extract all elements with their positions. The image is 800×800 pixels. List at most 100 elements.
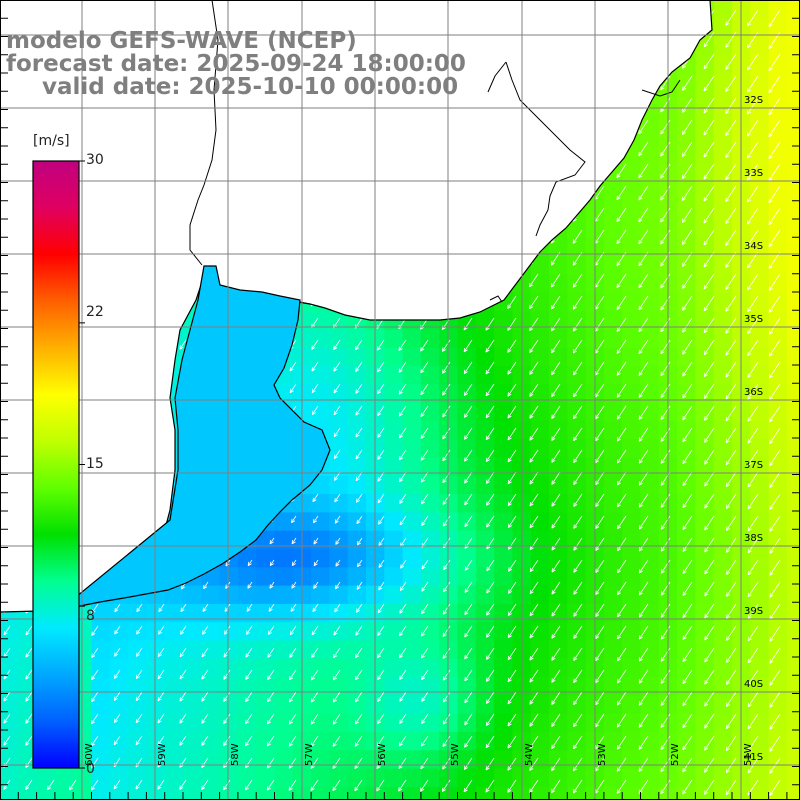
wind-cell	[201, 658, 221, 678]
wind-cell	[91, 677, 111, 696]
wind-cell	[457, 768, 477, 788]
wind-cell	[677, 768, 696, 788]
wind-cell	[402, 603, 422, 623]
wind-arrow	[725, 317, 737, 334]
wind-cell	[786, 91, 800, 111]
wind-cell	[622, 347, 641, 367]
wind-arrow	[725, 163, 737, 181]
wind-cell	[622, 530, 641, 550]
wind-arrow	[311, 339, 319, 350]
wind-cell	[475, 603, 495, 623]
wind-cell	[549, 768, 568, 788]
wind-cell	[768, 658, 788, 678]
wind-cell	[329, 768, 349, 788]
wind-cell	[146, 713, 166, 733]
wind-cell	[622, 677, 641, 696]
wind-cell	[237, 677, 257, 696]
wind-cell	[439, 603, 458, 623]
wind-cell	[164, 786, 184, 800]
wind-cell	[402, 457, 422, 477]
wind-cell	[494, 311, 513, 330]
wind-arrow	[703, 97, 715, 114]
wind-cell	[750, 347, 770, 367]
wind-cell	[603, 640, 623, 660]
wind-cell	[567, 750, 587, 770]
wind-cell	[457, 658, 477, 678]
wind-cell	[768, 54, 788, 74]
wind-cell	[183, 695, 202, 715]
wind-cell	[347, 549, 367, 568]
wind-cell	[530, 420, 550, 440]
wind-cell	[475, 457, 495, 477]
wind-cell	[786, 549, 800, 568]
wind-cell	[677, 713, 696, 733]
wind-cell	[768, 384, 788, 404]
wind-cell	[750, 457, 770, 477]
wind-cell	[475, 475, 495, 495]
wind-cell	[475, 420, 495, 440]
wind-cell	[603, 402, 623, 422]
wind-cell	[640, 402, 660, 422]
wind-cell	[567, 677, 587, 696]
wind-cell	[530, 640, 550, 660]
wind-cell	[640, 457, 660, 477]
wind-cell	[128, 622, 147, 641]
wind-cell	[786, 768, 800, 788]
wind-cell	[567, 274, 587, 294]
wind-arrow	[681, 141, 693, 157]
wind-cell	[695, 567, 715, 587]
wind-cell	[713, 109, 733, 129]
wind-cell	[750, 18, 770, 38]
wind-arrow	[551, 383, 561, 398]
wind-cell	[640, 219, 660, 239]
wind-cell	[768, 329, 788, 349]
wind-cell	[420, 420, 440, 440]
wind-cell	[311, 347, 330, 367]
wind-cell	[183, 585, 202, 605]
wind-arrow	[638, 339, 649, 355]
wind-cell	[786, 585, 800, 605]
wind-cell	[402, 750, 422, 770]
wind-cell	[677, 347, 696, 367]
wind-cell	[457, 475, 477, 495]
wind-arrow	[441, 317, 451, 331]
wind-cell	[347, 622, 367, 641]
wind-cell	[750, 311, 770, 330]
wind-cell	[603, 530, 623, 550]
wind-cell	[494, 603, 513, 623]
wind-cell	[18, 768, 38, 788]
wind-cell	[329, 603, 349, 623]
wind-cell	[640, 530, 660, 550]
wind-cell	[91, 640, 111, 660]
wind-cell	[603, 786, 623, 800]
wind-cell	[750, 329, 770, 349]
wind-cell	[530, 256, 550, 275]
wind-arrow	[398, 383, 407, 395]
wind-arrow	[746, 141, 759, 159]
wind-arrow	[529, 339, 539, 353]
wind-cell	[347, 347, 367, 367]
wind-cell	[311, 732, 330, 751]
wind-cell	[91, 732, 111, 751]
wind-cell	[439, 549, 458, 568]
wind-cell	[768, 366, 788, 385]
wind-cell	[695, 109, 715, 129]
wind-arrow	[638, 163, 649, 179]
wind-cell	[18, 622, 38, 641]
wind-cell	[677, 677, 696, 696]
wind-cell	[622, 786, 641, 800]
wind-cell	[384, 640, 404, 660]
wind-cell	[695, 512, 715, 532]
wind-arrow	[747, 383, 759, 400]
wind-cell	[603, 329, 623, 349]
wind-cell	[274, 622, 294, 641]
wind-arrow	[703, 361, 715, 377]
wind-cell	[457, 622, 477, 641]
wind-cell	[494, 420, 513, 440]
wind-cell	[713, 366, 733, 385]
wind-cell	[420, 658, 440, 678]
wind-arrow	[377, 383, 385, 395]
longitude-label: 52W	[670, 743, 681, 766]
wind-cell	[530, 475, 550, 495]
